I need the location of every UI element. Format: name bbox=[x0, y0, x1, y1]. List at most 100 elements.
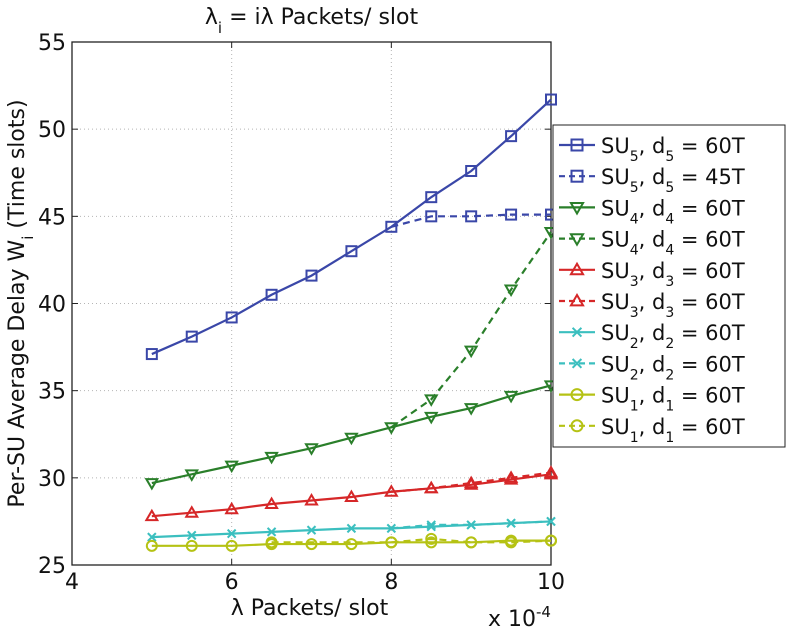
data-point bbox=[424, 394, 439, 407]
series-line bbox=[151, 384, 552, 485]
data-point bbox=[344, 489, 359, 503]
legend-item: SU4, d4 = 60T bbox=[559, 228, 745, 259]
x-tick-label: 10 bbox=[537, 570, 565, 595]
legend-marker bbox=[570, 388, 584, 402]
series-5 bbox=[144, 466, 559, 522]
data-point bbox=[224, 460, 239, 474]
data-point bbox=[503, 470, 519, 483]
data-point bbox=[345, 538, 358, 551]
x-exponent-base: x 10 bbox=[488, 607, 536, 632]
legend-item: SU5, d5 = 60T bbox=[559, 134, 745, 165]
data-point bbox=[266, 527, 277, 537]
data-point bbox=[264, 496, 279, 509]
data-point bbox=[503, 284, 519, 298]
legend-marker bbox=[569, 292, 585, 307]
legend-label: SU4, d4 = 60T bbox=[601, 196, 745, 227]
y-tick-label: 55 bbox=[38, 31, 66, 56]
data-point bbox=[225, 311, 238, 324]
data-point bbox=[185, 539, 198, 552]
legend-item: SU2, d2 = 60T bbox=[559, 321, 745, 352]
legend-marker bbox=[569, 261, 585, 276]
data-point bbox=[463, 403, 479, 416]
data-point bbox=[184, 505, 199, 518]
series-line bbox=[151, 539, 551, 547]
y-label-tail: (Time slots) bbox=[5, 99, 30, 235]
series-line bbox=[391, 520, 552, 530]
y-tick-label: 50 bbox=[38, 118, 66, 143]
x-tick-label: 4 bbox=[65, 570, 79, 595]
data-point bbox=[425, 536, 438, 549]
data-point bbox=[225, 539, 238, 552]
data-point bbox=[465, 210, 478, 223]
data-point bbox=[144, 508, 160, 522]
data-point bbox=[426, 520, 436, 530]
series-7 bbox=[147, 516, 556, 542]
data-point bbox=[305, 538, 318, 551]
legend-marker bbox=[570, 419, 584, 433]
data-point bbox=[505, 536, 518, 549]
y-tick-label: 40 bbox=[38, 293, 66, 318]
data-point bbox=[144, 478, 160, 491]
data-point bbox=[185, 330, 198, 343]
data-point bbox=[466, 520, 476, 530]
data-point bbox=[386, 523, 397, 534]
series-layer bbox=[144, 93, 559, 552]
series-4 bbox=[390, 227, 559, 429]
x-axis-label: λ Packets/ slot bbox=[231, 596, 389, 621]
series-line bbox=[391, 213, 551, 228]
legend-label: SU5, d5 = 45T bbox=[601, 165, 745, 196]
data-point bbox=[145, 348, 158, 361]
series-2 bbox=[391, 208, 557, 228]
series-9 bbox=[145, 534, 557, 552]
x-axis-exponent: x 10-4 bbox=[488, 603, 551, 632]
series-line bbox=[151, 98, 552, 356]
x-tick-label: 6 bbox=[225, 570, 239, 595]
data-point bbox=[465, 165, 478, 178]
data-point bbox=[505, 208, 518, 221]
legend-item: SU1, d1 = 60T bbox=[559, 384, 745, 415]
data-point bbox=[226, 528, 237, 539]
legend-item: SU2, d2 = 60T bbox=[559, 352, 745, 383]
legend-label: SU1, d1 = 60T bbox=[601, 415, 745, 446]
legend-label: SU3, d3 = 60T bbox=[601, 259, 745, 290]
data-point bbox=[304, 443, 319, 456]
legend-label: SU5, d5 = 60T bbox=[601, 134, 745, 165]
data-point bbox=[385, 220, 398, 233]
data-point bbox=[145, 539, 158, 552]
data-point bbox=[546, 516, 556, 527]
data-point bbox=[265, 288, 278, 301]
legend-label: SU3, d3 = 60T bbox=[601, 290, 745, 321]
data-point bbox=[545, 534, 557, 547]
title-lambda-sub: i bbox=[218, 19, 222, 37]
data-point bbox=[187, 530, 197, 541]
data-point bbox=[344, 432, 359, 446]
data-point bbox=[305, 269, 318, 282]
data-point bbox=[147, 532, 157, 542]
legend-item: SU4, d4 = 60T bbox=[559, 196, 745, 227]
legend-label: SU2, d2 = 60T bbox=[601, 321, 745, 352]
legend-marker bbox=[571, 327, 583, 338]
series-line bbox=[391, 471, 552, 493]
data-point bbox=[346, 523, 357, 534]
plot-frame bbox=[71, 41, 552, 566]
data-point bbox=[425, 532, 438, 545]
series-1 bbox=[145, 93, 557, 361]
y-axis-label: Per-SU Average Delay Wi (Time slots) bbox=[5, 99, 37, 507]
data-point bbox=[506, 518, 516, 528]
x-exponent-power: -4 bbox=[536, 603, 551, 621]
x-tick-label: 8 bbox=[384, 570, 398, 595]
grid-lines bbox=[71, 41, 552, 566]
series-line bbox=[151, 473, 552, 518]
data-point bbox=[424, 480, 439, 494]
series-3 bbox=[144, 380, 559, 491]
legend-marker bbox=[570, 138, 584, 152]
data-point bbox=[264, 451, 279, 465]
data-point bbox=[425, 210, 438, 223]
legend-item: SU1, d1 = 60T bbox=[559, 415, 745, 446]
y-label-main: Per-SU Average Delay W bbox=[5, 239, 30, 507]
y-label-sub: i bbox=[19, 236, 37, 240]
y-tick-label: 30 bbox=[38, 467, 66, 492]
series-10 bbox=[265, 532, 557, 549]
legend-box bbox=[552, 124, 786, 448]
series-line bbox=[390, 231, 552, 429]
